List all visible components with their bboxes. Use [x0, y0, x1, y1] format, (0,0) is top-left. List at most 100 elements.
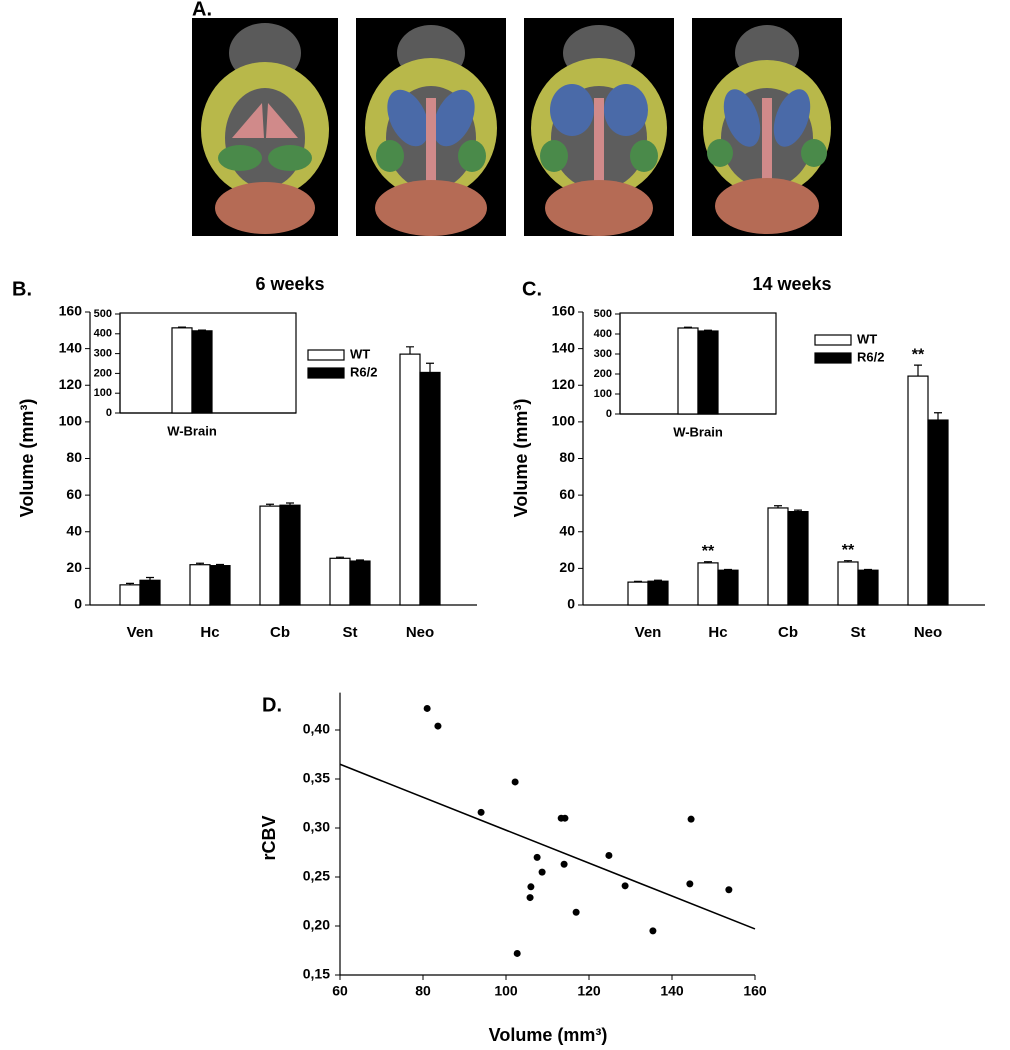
error-bar [794, 509, 802, 512]
y-tick-label: 400 [594, 328, 612, 340]
error-bar [684, 326, 692, 328]
y-tick-label: 140 [552, 339, 576, 355]
y-tick-label: 100 [59, 413, 83, 429]
mri-images [192, 18, 842, 236]
point [511, 778, 519, 786]
y-tick-label: 100 [594, 388, 612, 400]
bar [697, 330, 719, 415]
bar [627, 581, 649, 606]
x-tick-label: St [343, 624, 358, 641]
y-tick-label: 60 [66, 486, 82, 502]
bar [191, 330, 213, 414]
y-tick-label: 80 [66, 449, 82, 465]
y-tick-label: 300 [594, 348, 612, 360]
legend-label: R6/2 [857, 349, 884, 364]
error-bar [146, 576, 154, 581]
x-axis-label: Volume (mm³) [489, 1025, 608, 1045]
point [605, 851, 613, 859]
x-tick-label: W-Brain [673, 424, 723, 439]
value-label: ** [702, 543, 715, 560]
x-tick-label: 120 [577, 983, 601, 999]
y-tick-label: 0,35 [303, 770, 330, 786]
error-bar [178, 326, 186, 328]
error-bar [336, 556, 344, 559]
bar [787, 511, 809, 606]
panel-label: B. [12, 278, 32, 300]
point [513, 949, 521, 957]
error-bar [654, 579, 662, 582]
error-bar [704, 561, 712, 563]
error-bar [914, 364, 922, 377]
y-tick-label: 120 [552, 376, 576, 392]
point [434, 722, 442, 730]
legend-swatch [814, 334, 852, 346]
x-tick-label: Neo [406, 624, 434, 641]
bar [647, 580, 669, 606]
error-bar [406, 346, 414, 355]
value-label: ** [912, 346, 925, 363]
bar [857, 569, 879, 606]
fit-line [339, 763, 756, 930]
legend-label: WT [350, 346, 370, 361]
y-tick-label: 20 [559, 559, 575, 575]
bar [279, 504, 301, 606]
legend-label: R6/2 [350, 364, 377, 379]
legend-swatch [307, 367, 345, 379]
error-bar [634, 580, 642, 583]
y-tick-label: 0,30 [303, 819, 330, 835]
error-bar [196, 562, 204, 565]
point [572, 908, 580, 916]
y-tick-label: 100 [94, 387, 112, 399]
error-bar [286, 502, 294, 506]
x-tick-label: 160 [743, 983, 767, 999]
error-bar [266, 503, 274, 507]
error-bar [934, 412, 942, 421]
y-tick-label: 200 [594, 368, 612, 380]
error-bar [724, 568, 732, 571]
panel-label: C. [522, 278, 542, 300]
y-tick-label: 0,40 [303, 721, 330, 737]
bar [349, 560, 371, 606]
x-tick-label: Ven [635, 624, 662, 641]
point [423, 704, 431, 712]
y-tick-label: 0 [106, 407, 112, 419]
point [725, 886, 733, 894]
bar [171, 327, 193, 414]
x-tick-label: Cb [270, 624, 290, 641]
bar [767, 507, 789, 606]
bar [677, 327, 699, 415]
error-bar [844, 560, 852, 562]
y-tick-label: 400 [94, 328, 112, 340]
y-tick-label: 0,20 [303, 917, 330, 933]
y-tick-label: 500 [94, 308, 112, 320]
bar [717, 569, 739, 606]
error-bar [864, 568, 872, 571]
error-bar [356, 559, 364, 562]
point [686, 880, 694, 888]
y-axis-label: Volume (mm³) [511, 399, 531, 518]
legend-swatch [307, 349, 345, 361]
y-tick-label: 0 [567, 596, 575, 612]
x-tick-label: W-Brain [167, 423, 217, 438]
bar [329, 557, 351, 606]
bar [119, 584, 141, 606]
y-tick-label: 140 [59, 339, 83, 355]
x-tick-label: Cb [778, 624, 798, 641]
error-bar [704, 329, 712, 331]
y-tick-label: 160 [552, 303, 576, 319]
x-tick-label: Hc [200, 624, 219, 641]
x-tick-label: Neo [914, 624, 942, 641]
x-tick-label: Hc [708, 624, 727, 641]
legend-label: WT [857, 331, 877, 346]
point [526, 894, 534, 902]
x-tick-label: St [851, 624, 866, 641]
point [560, 860, 568, 868]
value-label: ** [842, 542, 855, 559]
y-tick-label: 500 [594, 308, 612, 320]
y-tick-label: 100 [552, 413, 576, 429]
panel-label: D. [262, 694, 282, 716]
chart-title: 6 weeks [255, 274, 324, 294]
bar [907, 375, 929, 606]
error-bar [426, 362, 434, 373]
